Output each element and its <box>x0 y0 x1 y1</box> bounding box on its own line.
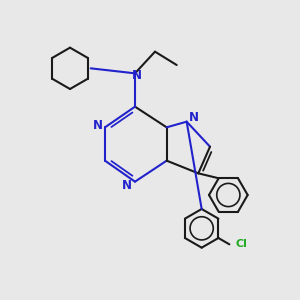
Text: N: N <box>93 119 103 132</box>
Text: N: N <box>189 111 199 124</box>
Text: N: N <box>122 178 132 191</box>
Text: Cl: Cl <box>236 239 247 249</box>
Text: N: N <box>132 68 142 82</box>
